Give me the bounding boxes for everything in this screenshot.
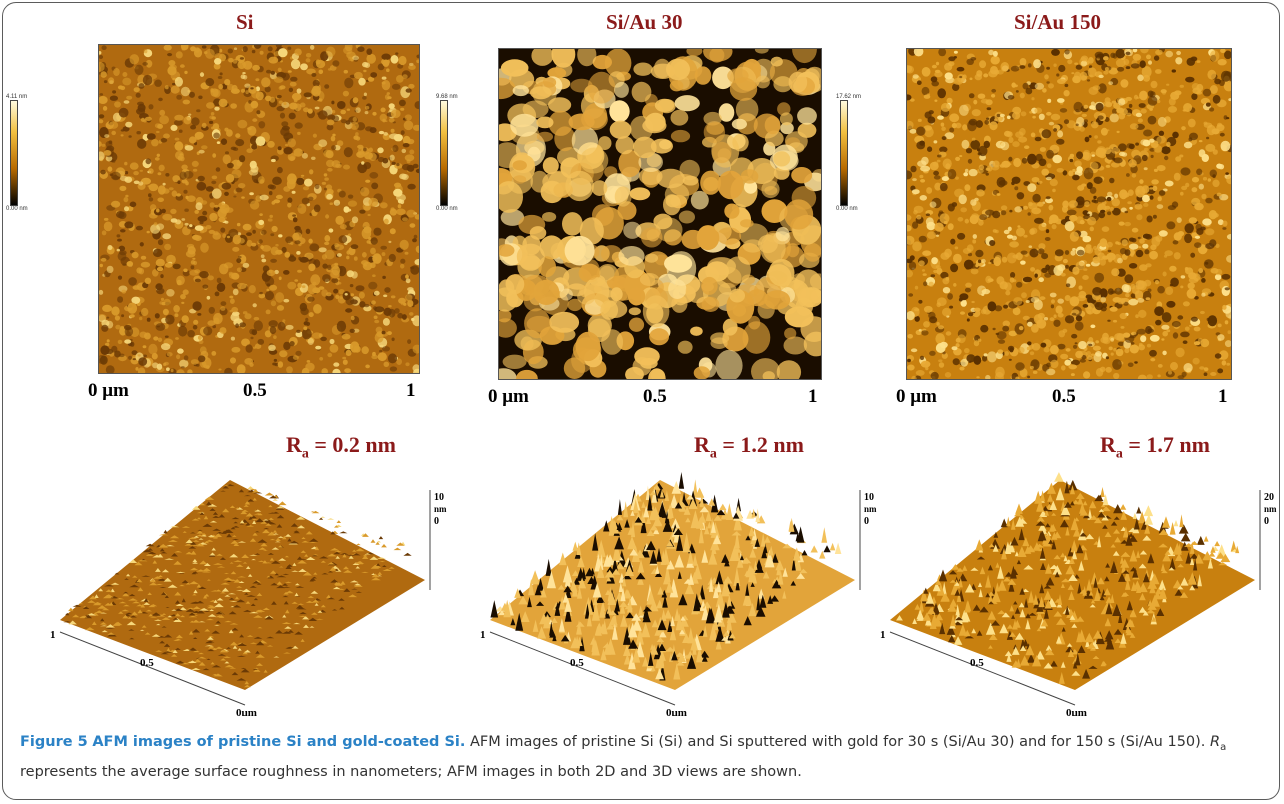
axis3d-label-1: 1 xyxy=(880,629,886,641)
axis-tick-0-si-au-30: 0 μm xyxy=(488,386,529,407)
z-axis-max-label: 10 xyxy=(864,492,874,503)
axis3d-label-0um: 0μm xyxy=(236,707,257,716)
z-axis-min-label: 0 xyxy=(864,516,869,527)
colorbar-max-label-si-au-150: 17.62 nm xyxy=(836,94,862,100)
colorbar-max-label-si-au-30: 9.68 nm xyxy=(436,94,458,100)
axis-tick-05-si: 0.5 xyxy=(243,380,267,401)
figure-caption: Figure 5 AFM images of pristine Si and g… xyxy=(20,730,1264,784)
axis3d-label-05: 0.5 xyxy=(970,657,984,669)
panel-title-si-au-30: Si/Au 30 xyxy=(606,10,683,34)
colorbar-si-au-150 xyxy=(840,100,848,206)
axis3d-label-1: 1 xyxy=(480,629,486,641)
colorbar-si xyxy=(10,100,18,206)
caption-label: Figure 5 xyxy=(20,734,88,750)
caption-text-1: AFM images of pristine Si (Si) and Si sp… xyxy=(470,734,1206,750)
axis3d-label-0um: 0μm xyxy=(666,707,687,716)
z-axis-min-label: 0 xyxy=(434,516,439,527)
axis-tick-1-si-au-150: 1 xyxy=(1218,386,1228,407)
colorbar-min-label-si: 0.00 nm xyxy=(6,206,28,212)
z-axis-min-label: 0 xyxy=(1264,516,1269,527)
colorbar-min-label-si-au-30: 0.00 nm xyxy=(436,206,458,212)
caption-ra-sub: a xyxy=(1220,741,1227,753)
axis-tick-05-si-au-30: 0.5 xyxy=(643,386,667,407)
colorbar-max-label-si: 4.11 nm xyxy=(6,94,28,100)
roughness-label-si: Ra = 0.2 nm xyxy=(286,432,396,462)
caption-ra-symbol: R xyxy=(1210,734,1221,750)
axis3d-label-0um: 0μm xyxy=(1066,707,1087,716)
z-axis-unit-label: nm xyxy=(1264,504,1277,514)
panel-title-si-au-150: Si/Au 150 xyxy=(1014,10,1101,34)
axis3d-label-05: 0.5 xyxy=(140,657,154,669)
axis3d-label-05: 0.5 xyxy=(570,657,584,669)
afm-2d-image-si-au-150 xyxy=(906,48,1232,380)
axis3d-label-1: 1 xyxy=(50,629,56,641)
axis-tick-1-si-au-30: 1 xyxy=(808,386,818,407)
z-axis-unit-label: nm xyxy=(864,504,877,514)
colorbar-min-label-si-au-150: 0.00 nm xyxy=(836,206,858,212)
roughness-label-si-au-30: Ra = 1.2 nm xyxy=(694,432,804,462)
caption-text-2: represents the average surface roughness… xyxy=(20,763,802,780)
z-axis-unit-label: nm xyxy=(434,504,447,514)
panel-title-si: Si xyxy=(236,10,254,34)
colorbar-si-au-30 xyxy=(440,100,448,206)
afm-2d-image-si-au-30 xyxy=(498,48,822,380)
axis-tick-0-si-au-150: 0 μm xyxy=(896,386,937,407)
afm-2d-image-si xyxy=(98,44,420,374)
z-axis-max-label: 10 xyxy=(434,492,444,503)
axis-tick-1-si: 1 xyxy=(406,380,416,401)
z-axis-max-label: 20 xyxy=(1264,492,1274,503)
roughness-label-si-au-150: Ra = 1.7 nm xyxy=(1100,432,1210,462)
axis-tick-05-si-au-150: 0.5 xyxy=(1052,386,1076,407)
caption-title: AFM images of pristine Si and gold-coate… xyxy=(92,734,466,750)
axis-tick-0-si: 0 μm xyxy=(88,380,129,401)
